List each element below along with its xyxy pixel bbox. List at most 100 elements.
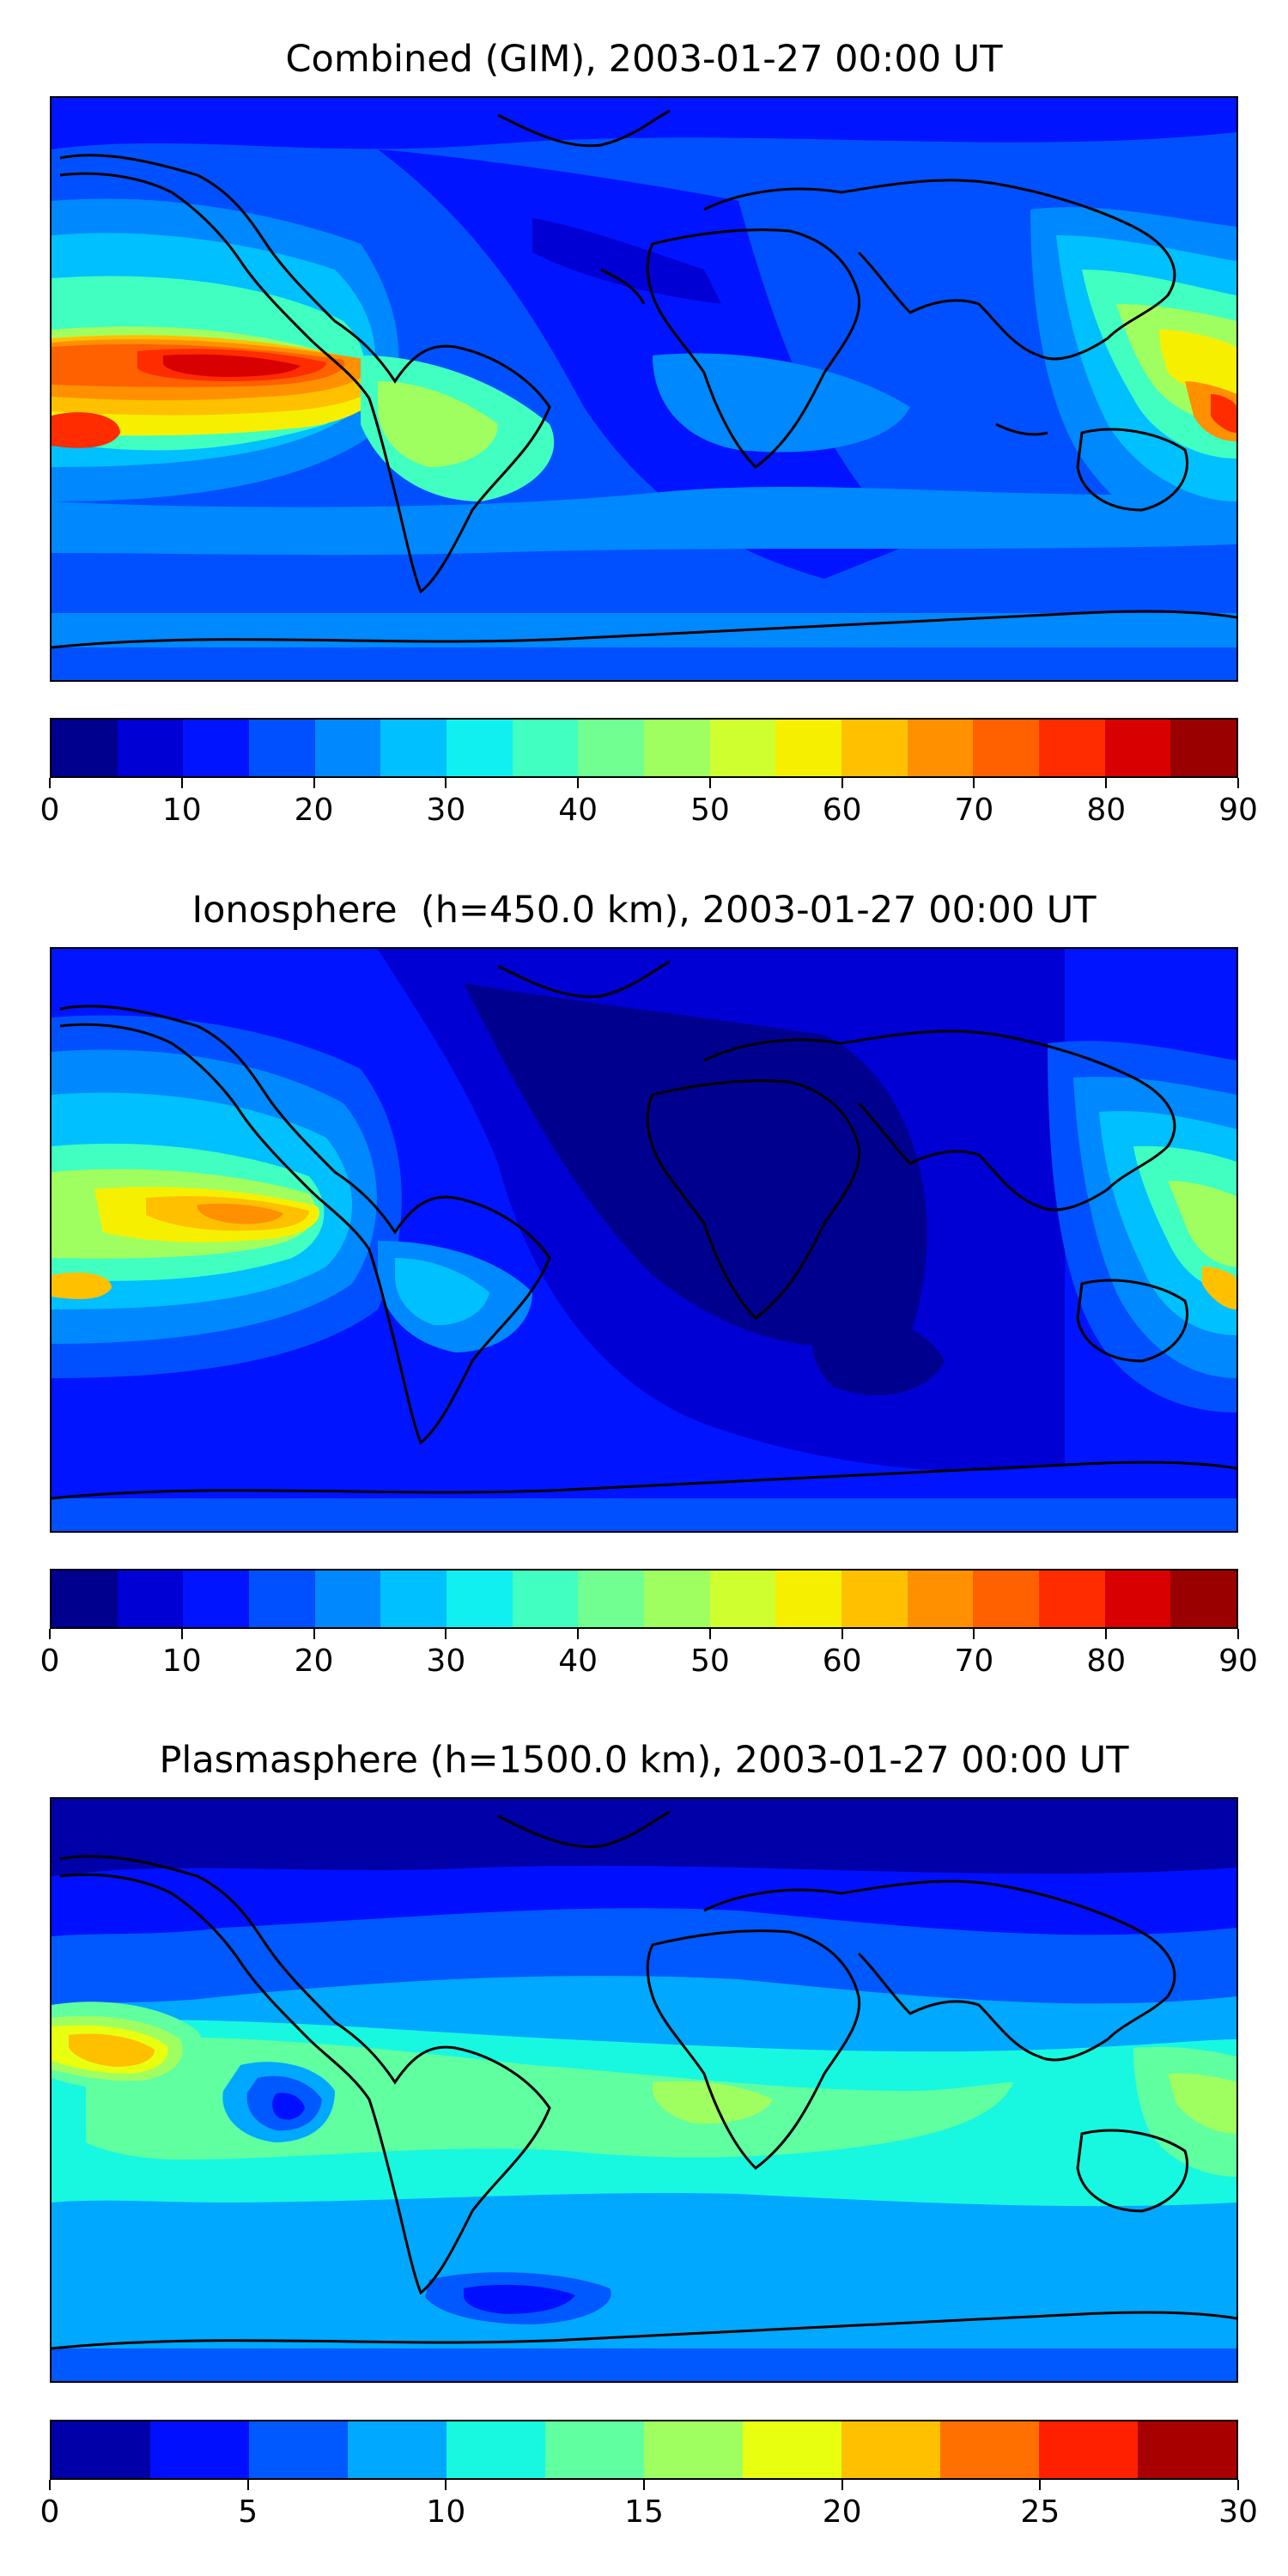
colorbar-segment — [775, 1571, 842, 1627]
colorbar-tick-label: 10 — [161, 1643, 202, 1679]
colorbar-segment — [907, 720, 974, 776]
colorbar-tick-label: 15 — [624, 2494, 664, 2530]
colorbar-tick — [841, 1629, 843, 1639]
colorbar-tick — [643, 2480, 645, 2490]
colorbar-tick — [180, 778, 183, 788]
colorbar-segment — [841, 2421, 940, 2478]
colorbar-tick — [708, 778, 711, 788]
colorbar-segment — [644, 2421, 743, 2478]
colorbar-tick — [313, 778, 315, 788]
colorbar-segment — [578, 720, 645, 776]
colorbar-plasmasphere — [50, 2420, 1238, 2480]
colorbar-segment — [644, 1571, 710, 1627]
colorbar-segment — [314, 1571, 381, 1627]
colorbar-segment — [841, 1571, 908, 1627]
colorbar-segment — [183, 720, 250, 776]
colorbar-segment — [1039, 2421, 1138, 2478]
tec-map-ionosphere — [50, 947, 1238, 1533]
colorbar-segment — [940, 2421, 1039, 2478]
colorbar-tick — [1105, 778, 1108, 788]
map-title-combined: Combined (GIM), 2003-01-27 00:00 UT — [285, 38, 1003, 81]
colorbar-tick — [246, 2480, 249, 2490]
colorbar-tick — [180, 1629, 183, 1639]
colorbar-tick — [708, 1629, 711, 1639]
colorbar-tick — [1237, 1629, 1239, 1639]
colorbar-ticks-plasmasphere: 0 5 10 15 20 25 30 — [40, 2480, 1258, 2531]
colorbar-tick-label: 10 — [161, 793, 202, 828]
colorbar-tick-label: 90 — [1218, 793, 1258, 828]
colorbar-segment — [52, 2421, 150, 2478]
colorbar-tick-label: 50 — [690, 1643, 730, 1679]
colorbar-segment — [183, 1571, 250, 1627]
colorbar-tick — [973, 1629, 975, 1639]
colorbar-tick — [577, 1629, 580, 1639]
colorbar-tick — [445, 1629, 447, 1639]
tec-contour-map-combined — [52, 98, 1236, 680]
colorbar-tick — [841, 2480, 843, 2490]
colorbar-segment — [249, 720, 315, 776]
colorbar-tick — [313, 1629, 315, 1639]
colorbar-tick-label: 60 — [822, 793, 862, 828]
colorbar-tick-label: 20 — [822, 2494, 862, 2530]
map-title-ionosphere: Ionosphere (h=450.0 km), 2003-01-27 00:0… — [191, 889, 1097, 932]
colorbar-segment — [973, 720, 1040, 776]
colorbar-tick — [445, 2480, 447, 2490]
colorbar-tick-label: 80 — [1086, 793, 1127, 828]
colorbar-segment — [709, 1571, 776, 1627]
colorbar-tick-label: 40 — [558, 1643, 598, 1679]
colorbar-segment — [447, 1571, 513, 1627]
colorbar-tick-label: 80 — [1086, 1643, 1127, 1679]
colorbar-tick-label: 30 — [426, 1643, 466, 1679]
colorbar-tick — [577, 778, 580, 788]
tec-map-plasmasphere — [50, 1797, 1238, 2383]
colorbar-segment — [117, 1571, 184, 1627]
colorbar-tick-label: 70 — [954, 793, 994, 828]
colorbar-tick — [841, 778, 843, 788]
colorbar-segment — [1104, 1571, 1171, 1627]
colorbar-segment — [841, 720, 908, 776]
colorbar-tick-label: 90 — [1218, 1643, 1258, 1679]
colorbar-tick-label: 30 — [1218, 2494, 1258, 2530]
colorbar-segment — [907, 1571, 974, 1627]
colorbar-segment — [512, 720, 579, 776]
colorbar-segment — [644, 720, 710, 776]
colorbar-segment — [380, 720, 447, 776]
colorbar-tick-label: 25 — [1020, 2494, 1060, 2530]
colorbar-combined — [50, 718, 1238, 778]
colorbar-tick-label: 50 — [690, 793, 730, 828]
colorbar-segment — [1104, 720, 1171, 776]
colorbar-segment — [117, 720, 184, 776]
colorbar-tick — [1039, 2480, 1042, 2490]
colorbar-tick-label: 70 — [954, 1643, 994, 1679]
colorbar-tick-label: 40 — [558, 793, 598, 828]
colorbar-segment — [1138, 2421, 1236, 2478]
colorbar-tick-label: 0 — [39, 1643, 60, 1679]
colorbar-tick — [49, 2480, 51, 2490]
colorbar-segment — [447, 720, 513, 776]
colorbar-segment — [545, 2421, 644, 2478]
map-title-plasmasphere: Plasmasphere (h=1500.0 km), 2003-01-27 0… — [159, 1739, 1129, 1782]
colorbar-tick-label: 60 — [822, 1643, 862, 1679]
colorbar-ticks-ionosphere: 0 10 20 30 40 50 60 70 80 90 — [40, 1629, 1258, 1680]
colorbar-tick-label: 30 — [426, 793, 466, 828]
colorbar-tick — [445, 778, 447, 788]
colorbar-segment — [348, 2421, 447, 2478]
colorbar-segment — [314, 720, 381, 776]
colorbar-tick — [49, 1629, 51, 1639]
colorbar-segment — [52, 1571, 118, 1627]
colorbar-segment — [1170, 1571, 1237, 1627]
colorbar-tick — [1105, 1629, 1108, 1639]
colorbar-ticks-combined: 0 10 20 30 40 50 60 70 80 90 — [40, 778, 1258, 829]
colorbar-tick-label: 5 — [238, 2494, 258, 2530]
colorbar-segment — [775, 720, 842, 776]
colorbar-segment — [249, 1571, 315, 1627]
colorbar-segment — [447, 2421, 545, 2478]
colorbar-tick-label: 0 — [39, 2494, 60, 2530]
colorbar-tick — [1237, 2480, 1239, 2490]
colorbar-tick — [973, 778, 975, 788]
colorbar-segment — [578, 1571, 645, 1627]
colorbar-tick — [1237, 778, 1239, 788]
colorbar-tick-label: 0 — [39, 793, 60, 828]
colorbar-segment — [1039, 1571, 1105, 1627]
colorbar-tick-label: 10 — [426, 2494, 466, 2530]
